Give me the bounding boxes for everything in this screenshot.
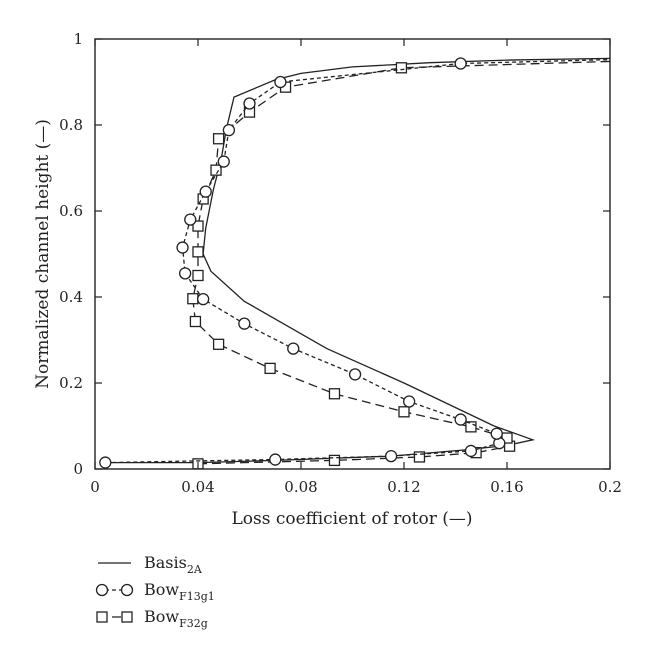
data-point-circle [243,97,256,110]
data-point-square [192,220,204,232]
data-point-circle [274,75,287,89]
y-axis: 0 0.2 0.4 0.6 0.8 1 [59,30,610,478]
y-tick-label: 0.4 [59,288,83,306]
y-tick-label: 1 [73,30,83,48]
x-tick-label: 0.16 [490,478,523,496]
data-point-circle [217,155,230,168]
data-point-circle [199,185,212,198]
series-bow-f32g [187,60,610,469]
legend-marker-circle [120,583,134,597]
data-point-square [212,338,225,350]
legend-item-basis-2a: Basis2A [98,553,203,576]
data-point-square [328,454,341,467]
y-tick-label: 0.6 [59,202,83,220]
x-axis-title: Loss coefficient of rotor (—) [231,509,472,529]
y-tick-label: 0.2 [59,374,83,392]
data-point-circle [184,213,197,226]
legend-marker-square [96,611,108,623]
data-point-circle [454,413,467,426]
series-line-bow-f13g1 [105,58,610,464]
y-tick-label: 0 [73,460,83,478]
y-tick-label: 0.8 [59,116,83,134]
x-tick-label: 0.12 [387,478,420,496]
data-point-circle [196,292,210,306]
legend-label: Basis2A [144,553,203,576]
legend: Basis2A BowF13g1 BowF32g [95,553,215,630]
series-bow-f13g1 [99,57,610,469]
series-layer [99,57,610,469]
x-tick-label: 0.08 [284,478,317,496]
legend-marker-square [121,611,133,623]
data-point-square [210,164,222,176]
data-point-circle [238,317,251,330]
data-point-circle [178,267,192,280]
x-axis: 0 0.04 0.08 0.12 0.16 0.2 [90,39,622,496]
data-point-circle [176,241,189,254]
data-point-square [465,421,477,433]
series-line-bow-f32g [192,60,610,465]
data-point-square [398,406,410,418]
data-point-circle [348,368,362,381]
data-point-circle [402,395,416,408]
data-point-circle [99,456,112,469]
data-point-square [328,388,341,400]
series-basis-2a [107,57,610,464]
data-point-square [212,133,225,145]
data-point-circle [454,57,467,70]
series-line-basis-2a [107,57,610,464]
data-point-circle [490,427,503,440]
data-point-square [395,62,408,74]
data-point-square [413,451,426,463]
data-point-circle [287,342,300,355]
x-tick-label: 0.04 [181,478,214,496]
x-tick-label: 0.2 [598,478,622,496]
legend-item-bow-f32g: BowF32g [96,607,208,630]
x-tick-label: 0 [90,478,100,496]
legend-label: BowF32g [144,607,208,630]
legend-marker-circle [95,583,109,597]
data-point-circle [269,453,282,466]
legend-label: BowF13g1 [144,580,215,603]
data-point-square [187,293,199,305]
plot-frame [94,38,611,470]
data-point-square [192,269,204,282]
data-point-circle [464,444,478,458]
legend-item-bow-f13g1: BowF13g1 [95,580,215,603]
data-point-circle [222,124,236,137]
data-point-square [189,315,202,328]
data-point-square [264,362,276,375]
y-axis-title: Normalized channel height (—) [33,119,53,389]
data-point-square [192,246,204,258]
data-point-circle [384,449,398,463]
